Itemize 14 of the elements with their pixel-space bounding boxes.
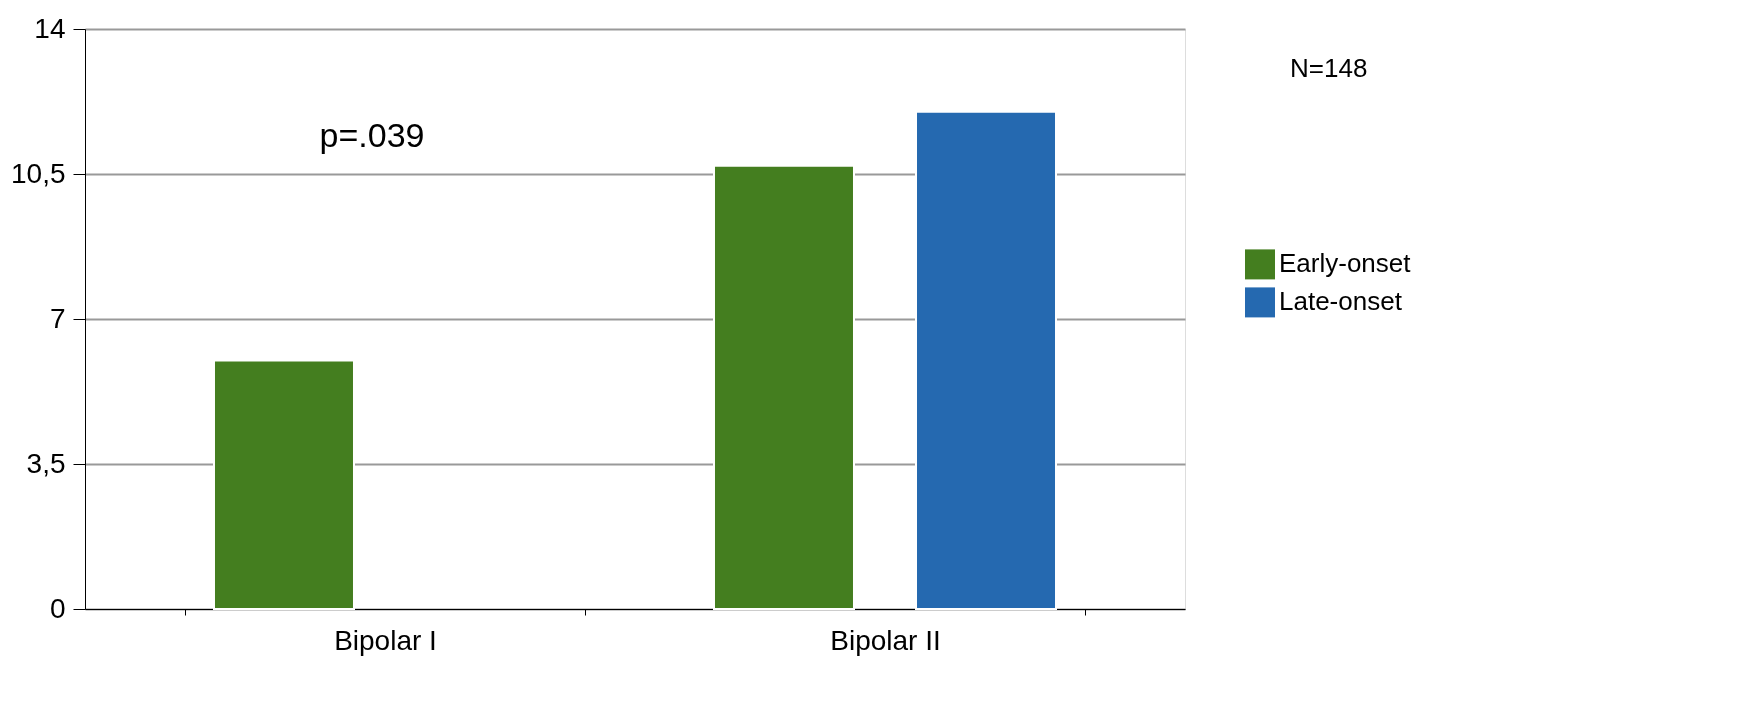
x-tick-label: Bipolar I	[334, 624, 437, 656]
y-tick-label: 10,5	[11, 157, 66, 189]
legend-label: Early-onset	[1279, 248, 1412, 279]
bar	[915, 110, 1058, 610]
bar	[212, 359, 355, 610]
y-tick-label: 7	[49, 302, 66, 334]
y-tick-label: 0	[49, 592, 66, 624]
text: N=148	[1290, 53, 1368, 83]
y-tick-label: 14	[34, 12, 66, 44]
x-tick-label: Bipolar II	[830, 624, 941, 656]
bar	[712, 164, 855, 610]
legend-label: Late-onset	[1279, 286, 1403, 317]
y-tick-label: 3,5	[26, 447, 66, 479]
annotation: p=.039	[319, 116, 425, 154]
